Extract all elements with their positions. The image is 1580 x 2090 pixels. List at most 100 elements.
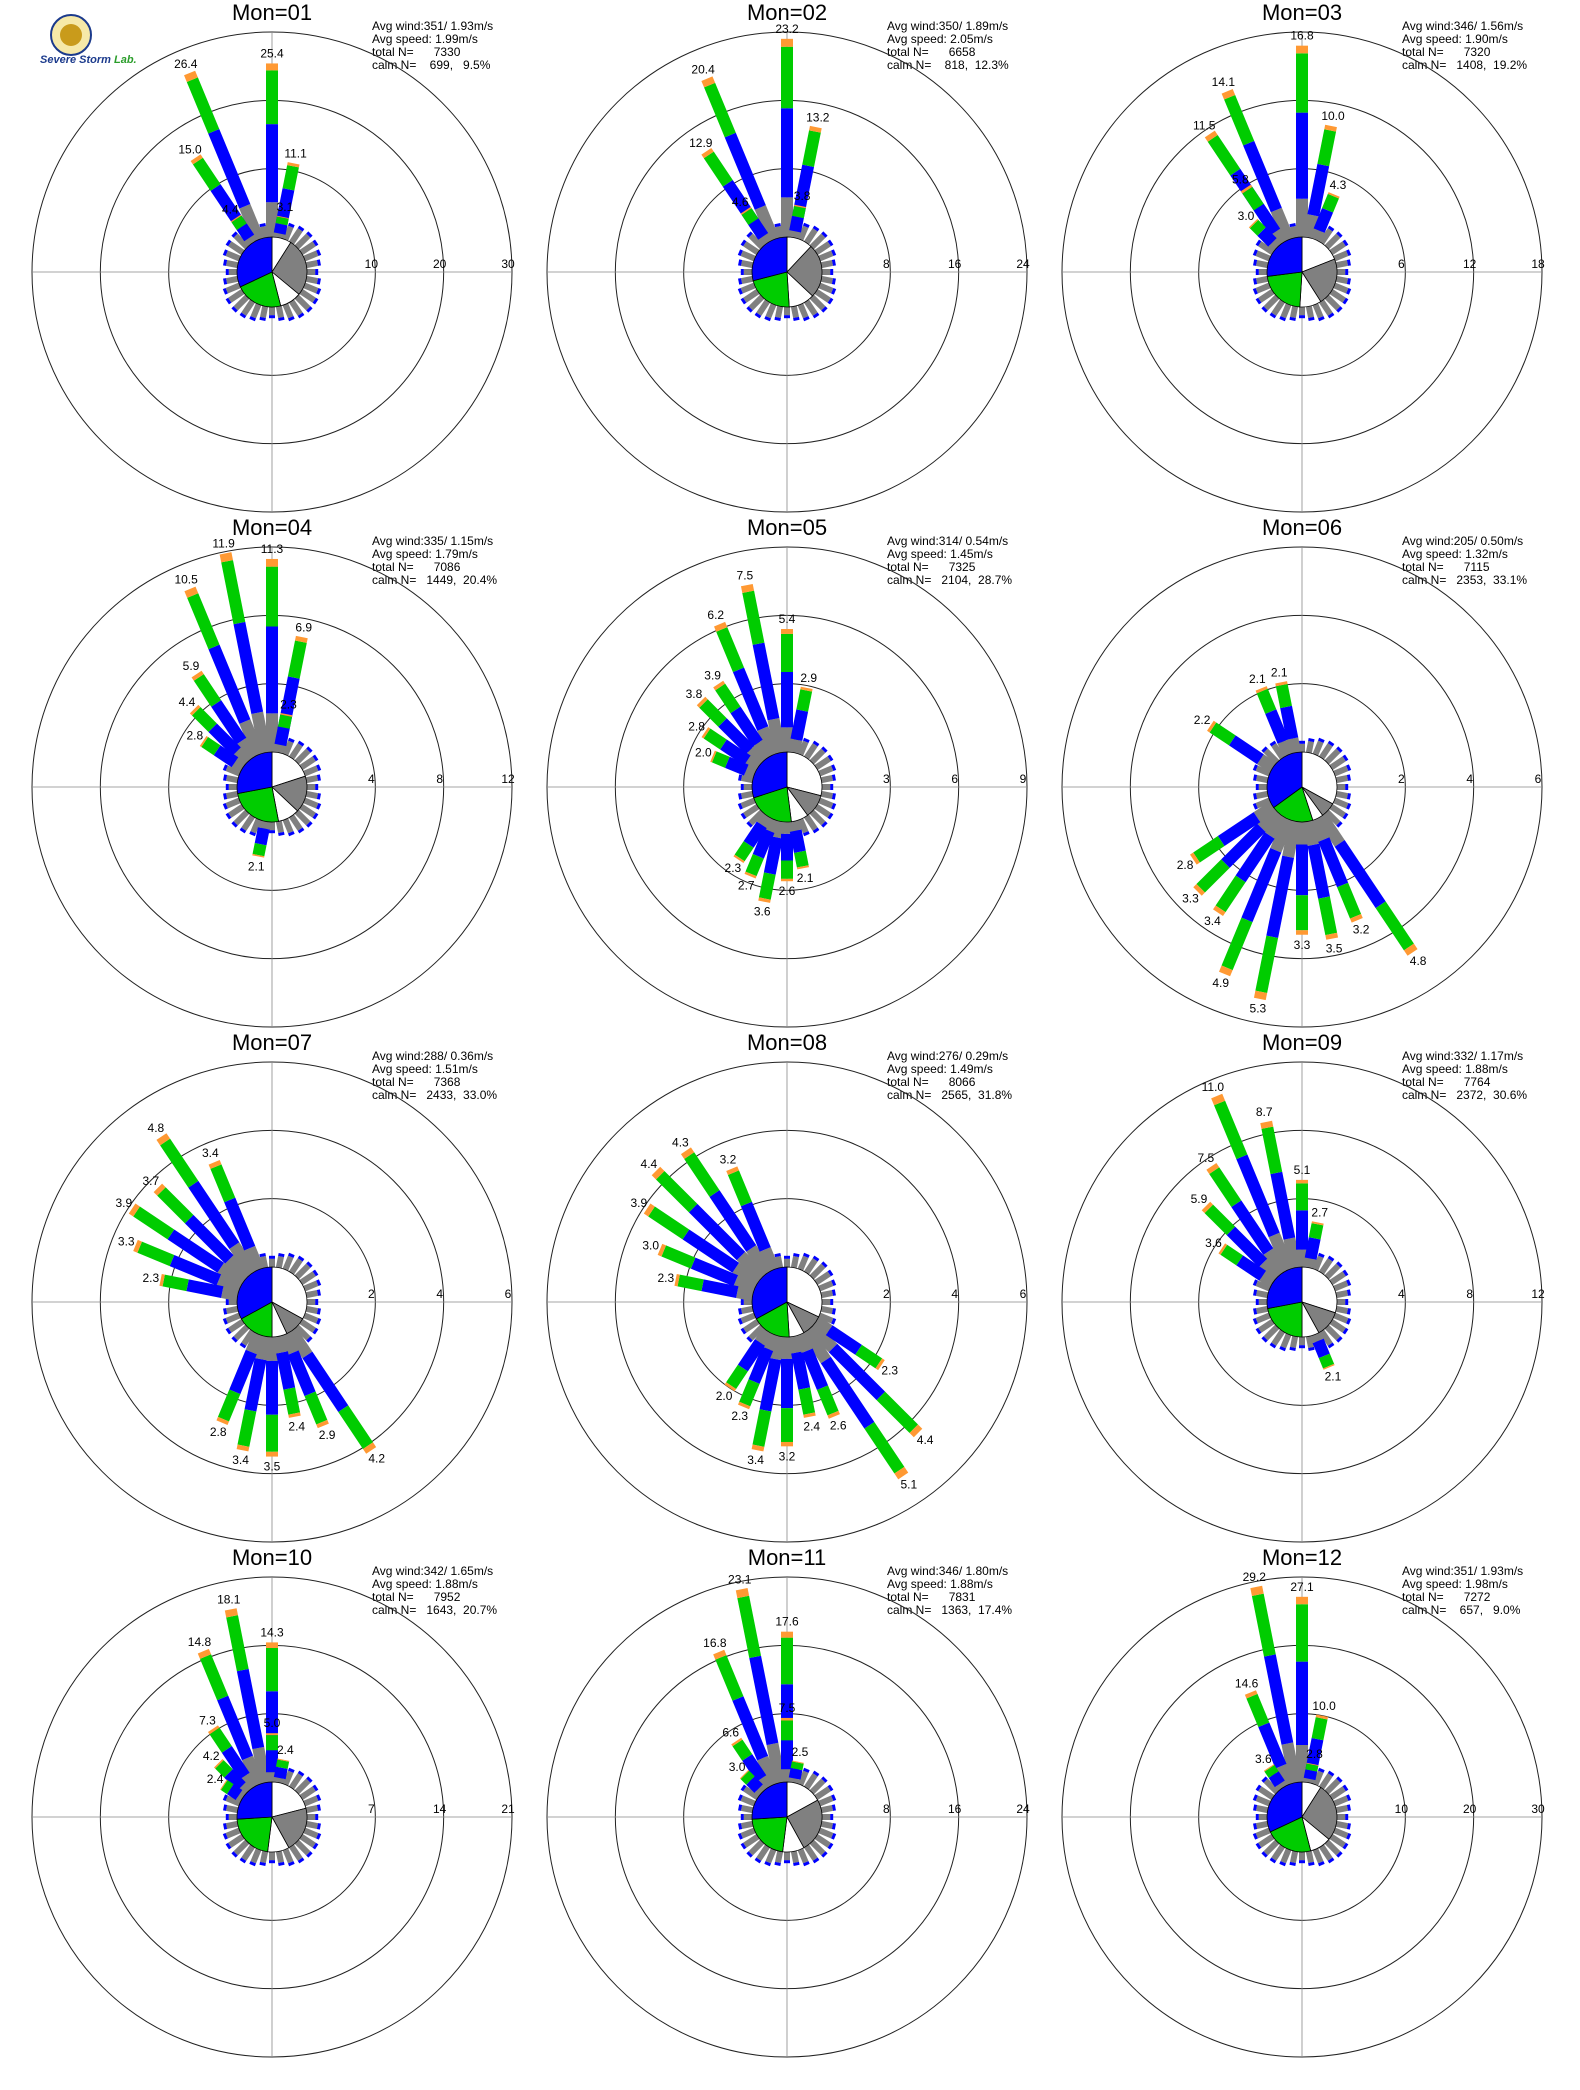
direction-bar-tip xyxy=(297,1255,305,1262)
stacked-bar-segment xyxy=(748,218,769,240)
stacked-bar-segment xyxy=(732,1739,753,1761)
stacked-bar-segment xyxy=(1257,227,1277,247)
lab-logo: Severe Storm Lab. xyxy=(40,14,137,78)
ring-label: 20 xyxy=(1463,1802,1477,1816)
direction-bar-tip xyxy=(1346,764,1352,772)
direction-bar-tip xyxy=(249,831,257,837)
direction-bar-tip xyxy=(278,831,285,836)
direction-bar-tip xyxy=(802,316,810,322)
direction-bar-tip xyxy=(222,764,228,772)
direction-bar-tip xyxy=(1269,312,1277,319)
bar-value-label: 4.3 xyxy=(672,1135,689,1149)
direction-bar xyxy=(1333,1827,1349,1839)
direction-bar xyxy=(803,1773,818,1790)
bar-value-label: 3.8 xyxy=(686,687,703,701)
calm-pie-slice xyxy=(751,1816,788,1853)
ring-label: 8 xyxy=(883,1802,890,1816)
calm-pie-slice xyxy=(1301,258,1338,303)
bar-value-label: 2.4 xyxy=(277,1743,294,1757)
direction-bar xyxy=(305,1820,319,1829)
stacked-bar-segment xyxy=(701,727,711,739)
stacked-bar-segment xyxy=(275,216,289,226)
ring-label: 14 xyxy=(433,1802,447,1816)
direction-bar-tip xyxy=(1342,1327,1349,1335)
stacked-bar-segment xyxy=(758,233,773,247)
direction-bar-tip xyxy=(1342,1784,1349,1792)
stacked-bar-segment xyxy=(1302,1777,1316,1784)
panel-title: Mon=07 xyxy=(231,1030,313,1055)
bar-value-label: 4.9 xyxy=(1212,976,1229,990)
direction-bar xyxy=(1255,1820,1269,1829)
stacked-bar-segment xyxy=(133,1206,175,1240)
stacked-bar-segment xyxy=(1286,737,1302,754)
stacked-bar-segment xyxy=(213,745,239,768)
stacked-bar-segment xyxy=(231,757,247,773)
stacked-bar-segment xyxy=(1209,722,1236,746)
direction-bar-tip xyxy=(740,1842,747,1850)
direction-bar-tip xyxy=(827,239,834,247)
direction-bar xyxy=(756,1844,771,1861)
calm-pie-slice xyxy=(1266,1781,1303,1833)
bar-value-label: 15.0 xyxy=(178,142,202,156)
stacked-bar-segment xyxy=(696,696,708,708)
direction-bar-tip xyxy=(231,231,238,238)
stacked-bar-segment xyxy=(736,1286,754,1302)
bar-value-label: 4.3 xyxy=(1330,178,1347,192)
stacked-bar-segment xyxy=(1303,1769,1318,1781)
stacked-bar-segment xyxy=(1251,1593,1276,1657)
bar-value-label: 5.0 xyxy=(264,1716,281,1730)
panel-stats: Avg wind:276/ 0.29m/s Avg speed: 1.49m/s… xyxy=(887,1049,1013,1102)
direction-bar xyxy=(225,775,239,784)
direction-bar-tip xyxy=(754,1857,762,1864)
bar-value-label: 8.7 xyxy=(1256,1105,1273,1119)
direction-bar-tip xyxy=(1346,793,1351,800)
stacked-bar-segment xyxy=(1270,817,1295,853)
stacked-bar-segment xyxy=(257,820,272,830)
stacked-bar-segment xyxy=(1275,1763,1295,1787)
direction-bar-tip xyxy=(1255,1327,1262,1335)
bar-value-label: 3.9 xyxy=(115,1196,132,1210)
ring-label: 6 xyxy=(505,1287,512,1301)
windrose-panel: Mon=06 Avg wind:205/ 0.50m/s Avg speed: 1… xyxy=(1030,515,1545,1030)
stacked-bar-segment xyxy=(254,1335,272,1361)
direction-bar xyxy=(1312,1848,1324,1864)
stacked-bar-segment xyxy=(794,850,809,868)
calm-pie-slice xyxy=(751,1266,788,1320)
stacked-bar-segment xyxy=(724,1382,737,1392)
seal-icon xyxy=(50,14,92,56)
stacked-bar-segment xyxy=(742,1754,767,1782)
stacked-bar-segment xyxy=(186,77,220,134)
stacked-bar-segment xyxy=(1312,1338,1330,1359)
direction-bar xyxy=(294,809,311,826)
bar-value-label: 18.1 xyxy=(217,1593,241,1607)
direction-bar xyxy=(282,740,294,756)
direction-bar-tip xyxy=(223,259,228,266)
stacked-bar-segment xyxy=(1244,1690,1258,1699)
calm-pie-slice xyxy=(271,1781,307,1818)
direction-bar-tip xyxy=(306,1336,313,1343)
direction-bar xyxy=(303,1827,319,1839)
stacked-bar-segment xyxy=(1207,720,1217,733)
direction-bar xyxy=(1255,1795,1271,1807)
stacked-bar-segment xyxy=(1324,124,1337,132)
windrose-panel: Mon=02 Avg wind:350/ 1.89m/s Avg speed: 2… xyxy=(515,0,1030,515)
direction-bar xyxy=(814,1833,831,1848)
bar-value-label: 2.8 xyxy=(688,720,705,734)
direction-bar-tip xyxy=(1253,259,1258,266)
direction-bar-tip xyxy=(225,1327,232,1335)
stacked-bar-segment xyxy=(701,1279,739,1298)
stacked-bar-segment xyxy=(751,1444,765,1452)
stacked-bar-segment xyxy=(737,1339,765,1372)
stacked-bar-segment xyxy=(199,735,209,748)
direction-bar-tip xyxy=(1346,802,1352,810)
direction-bar-tip xyxy=(222,1794,228,1802)
direction-bar-tip xyxy=(1279,1346,1287,1352)
direction-bar-tip xyxy=(1327,312,1335,319)
ring-label: 24 xyxy=(1016,1802,1030,1816)
direction-bar-tip xyxy=(239,312,247,319)
calm-pie-slice xyxy=(236,1781,273,1820)
direction-bar xyxy=(260,1850,269,1864)
stacked-bar-segment xyxy=(754,1784,767,1797)
direction-bar-tip xyxy=(1346,1317,1352,1325)
direction-bar-tip xyxy=(1336,821,1343,828)
